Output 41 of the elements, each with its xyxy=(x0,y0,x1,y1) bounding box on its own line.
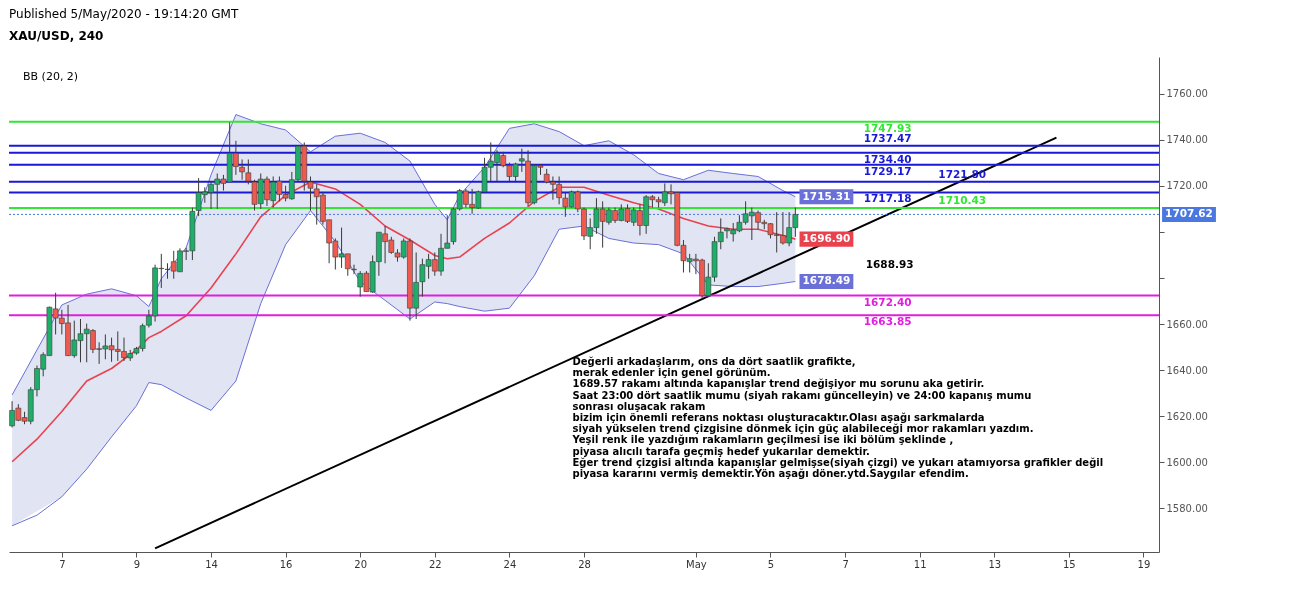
x-tick-label: 9 xyxy=(133,558,141,570)
ref-line-label: 1737.47 xyxy=(863,131,912,144)
y-tick-label: 1740.00 xyxy=(1166,134,1208,146)
y-tick-label: 1580.00 xyxy=(1166,502,1208,514)
x-tick-label: 28 xyxy=(578,558,591,570)
ref-line-label: 1747.93 xyxy=(863,121,912,134)
y-tick-label: 1760.00 xyxy=(1166,88,1208,100)
candlestick xyxy=(351,264,357,275)
x-tick-label: 16 xyxy=(279,558,293,570)
x-tick-label: 14 xyxy=(205,558,218,570)
x-tick-label: May xyxy=(686,558,707,570)
y-tick-label: 1720.00 xyxy=(1166,180,1208,192)
x-tick-label: 24 xyxy=(503,558,517,570)
data-label: 1715.31 xyxy=(802,189,851,202)
x-tick-label: 11 xyxy=(913,558,927,570)
x-tick-label: 5 xyxy=(767,558,775,570)
y-tick-label: 1620.00 xyxy=(1166,410,1208,422)
ref-line-label: 1710.43 xyxy=(938,193,987,206)
ref-line-label: 1717.18 xyxy=(863,192,912,205)
y-tick-label: 1640.00 xyxy=(1166,364,1208,376)
ref-line-label: 1672.40 xyxy=(863,295,912,308)
x-tick-label: 15 xyxy=(1063,558,1076,570)
text: Published 5/May/2020 - 19:14:20 GMT xyxy=(9,7,239,21)
ref-line-label: 1663.85 xyxy=(863,315,912,328)
annotation: 1688.93 xyxy=(865,258,914,270)
x-tick-label: 19 xyxy=(1137,558,1151,570)
x-tick-label: 22 xyxy=(428,558,442,570)
text: BB (20, 2) xyxy=(23,70,79,83)
data-label: 1678.49 xyxy=(802,274,851,287)
x-tick-label: 13 xyxy=(988,558,1002,570)
y-tick-label: 1600.00 xyxy=(1166,456,1208,468)
y-tick-label: 1660.00 xyxy=(1166,318,1208,330)
x-tick-label: 7 xyxy=(59,558,66,570)
ref-line-label: 1707.62 xyxy=(1165,207,1213,220)
x-tick-label: 7 xyxy=(842,558,849,570)
text: Değerli arkadaşlarım, ons da dört saatlik grafikte, merak edenler için genel görünüm. 1689.57 rakamı altında kapanışlar trend değişiyor mu sorunu aka getirir. Saat 23:00 dört saatlik mumu (siyah rakamı güncelleyin) ve 24:00 kapanış mumu sonrası oluşacak rakam bizim için önemli referans noktası oluşturacaktır.Olası aşağı sarkmalarda siyah yükselen trend çizgisine dönmek için güç alabileceği mor rakamları yazdım. Yeşil renk ile yazdığım rakamların geçilmesi ise iki bölüm şeklinde , piyasa alıcılı tarafa geçmiş hedef yukarılar demektir. Eğer trend çizgisi altında kapanışlar gelmişse(siyah çizgi) ve yukarı atamıyorsa grafikler değil piyasa kararını vermiş demektir.Yön aşağı döner.ytd.Saygılar efendim. xyxy=(572,356,1104,479)
x-tick-label: 20 xyxy=(354,558,368,570)
chart-title: XAU/USD, 240 xyxy=(9,29,104,43)
data-label: 1696.90 xyxy=(802,232,851,245)
ref-line-label: 1729.17 xyxy=(863,164,912,177)
ref-line-label: 1734.40 xyxy=(863,152,912,165)
